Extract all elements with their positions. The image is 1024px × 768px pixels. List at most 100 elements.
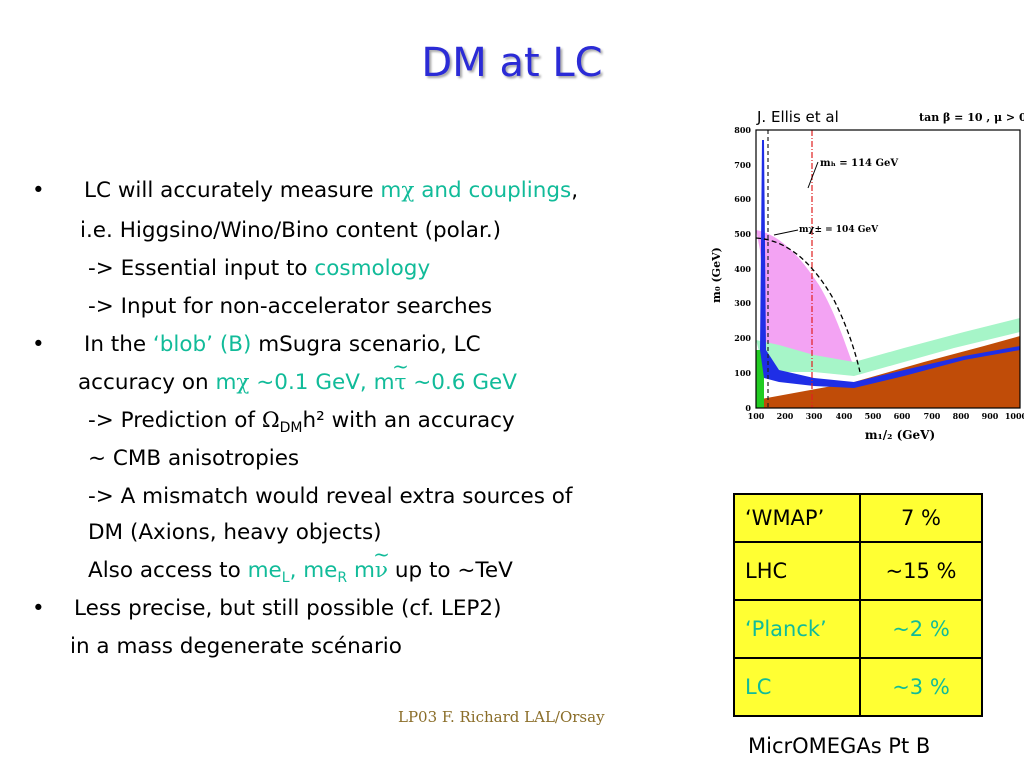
table-row: ‘Planck’ ~2 % [733, 599, 983, 659]
y-tick-label: 0 [745, 403, 751, 413]
text-line-12: Less precise, but still possible (cf. LE… [74, 596, 502, 621]
y-tick-label: 800 [734, 125, 751, 135]
text-segment: -> Prediction of [88, 408, 262, 433]
green-region [756, 318, 1020, 376]
text-segment: accuracy on [78, 370, 216, 395]
omega-symbol: Ω [261, 408, 280, 433]
parameter-space-plot: 800 700 600 500 400 300 200 100 0 100 20… [710, 111, 1024, 442]
table-cell-label: LHC [733, 541, 861, 601]
text-highlight: m [380, 178, 402, 203]
table-row: LC ~3 % [733, 657, 983, 717]
tilde-mark: ~ [373, 542, 390, 566]
text-highlight: ~0.6 GeV [406, 370, 517, 395]
table-caption: MicrOMEGAs Pt B [748, 734, 931, 758]
nu-letter: ν [374, 558, 388, 583]
lep-excluded-strip [756, 350, 764, 408]
x-tick-label: 300 [806, 411, 823, 421]
text-highlight: ‘blob’ (B) [152, 332, 252, 357]
x-tick-label: 900 [982, 411, 999, 421]
tilde-mark: ~ [392, 354, 409, 378]
text-line-3: -> Essential input to cosmology [88, 250, 430, 288]
y-tick-label: 100 [734, 368, 751, 378]
x-axis-label: m₁/₂ (GeV) [865, 428, 935, 442]
text-line-6: accuracy on mχ ~0.1 GeV, mτ ~ ~0.6 GeV [78, 354, 517, 402]
mchi-label: mχ± = 104 GeV [799, 225, 879, 235]
y-tick-label: 300 [734, 298, 751, 308]
text-segment: , [571, 178, 579, 203]
y-tick-label: 200 [734, 333, 751, 343]
text-line-1: LC will accurately measure mχ and coupli… [84, 172, 578, 210]
table-cell-value: ~3 % [859, 657, 983, 717]
x-tick-label: 500 [865, 411, 882, 421]
plot-frame [755, 129, 1021, 409]
text-highlight: me [247, 558, 282, 583]
y-tick-label: 500 [734, 229, 751, 239]
text-line-4: -> Input for non-accelerator searches [88, 294, 493, 319]
y-tick-label: 600 [734, 194, 751, 204]
table-row: ‘WMAP’ 7 % [733, 493, 983, 543]
text-highlight: cosmology [314, 256, 431, 281]
y-axis-label: m₀ (GeV) [710, 247, 723, 303]
plot-header: tan β = 10 , μ > 0 [919, 111, 1024, 124]
table-cell-label: LC [733, 657, 861, 717]
table-cell-label: ‘Planck’ [733, 599, 861, 659]
bullet-marker: • [32, 178, 45, 203]
x-tick-label: 400 [836, 411, 853, 421]
mh-arrow [807, 161, 819, 189]
y-tick-label: 400 [734, 264, 751, 274]
x-tick-label: 200 [777, 411, 794, 421]
text-line-13: in a mass degenerate scénario [70, 634, 402, 659]
x-tick-label: 600 [894, 411, 911, 421]
text-segment: mSugra scenario, LC [251, 332, 481, 357]
subscript: L [281, 570, 290, 586]
x-tick-label: 100 [748, 411, 765, 421]
text-line-11: Also access to meL, meR mν ~ up to ~TeV [88, 542, 513, 593]
tau-symbol: τ ~ [392, 354, 409, 402]
subscript: DM [279, 420, 303, 436]
accuracy-table: ‘WMAP’ 7 % LHC ~15 % ‘Planck’ ~2 % LC ~3… [733, 493, 983, 717]
slide-title: DM at LC [421, 40, 603, 86]
bullet-marker: • [32, 332, 45, 357]
mh-label: mₕ = 114 GeV [820, 158, 898, 169]
text-segment: Also access to [88, 558, 248, 583]
table-row: LHC ~15 % [733, 541, 983, 601]
text-highlight: , me [289, 558, 338, 583]
table-cell-label: ‘WMAP’ [733, 493, 861, 543]
tau-letter: τ [394, 370, 407, 395]
text-line-5: In the ‘blob’ (B) mSugra scenario, LC [84, 326, 481, 364]
mchi-arrow [773, 229, 799, 236]
text-line-9: -> A mismatch would reveal extra sources… [88, 484, 573, 509]
text-line-8: ~ CMB anisotropies [88, 446, 300, 471]
text-highlight: and couplings [414, 178, 572, 203]
text-segment: up to ~TeV [388, 558, 513, 583]
text-segment: In the [84, 332, 153, 357]
boundary-curve [755, 237, 861, 373]
text-line-2: i.e. Higgsino/Wino/Bino content (polar.) [80, 218, 502, 243]
text-segment: h² with an accuracy [302, 408, 515, 433]
chi-symbol: χ [401, 178, 415, 203]
text-line-10: DM (Axions, heavy objects) [88, 520, 382, 545]
table-cell-value: 7 % [859, 493, 983, 543]
text-highlight: ~0.1 GeV, m [249, 370, 395, 395]
slide-footer: LP03 F. Richard LAL/Orsay [398, 708, 605, 726]
nu-symbol: ν ~ [373, 542, 390, 590]
chi-symbol: χ [236, 370, 250, 395]
plot-credit: J. Ellis et al [757, 108, 839, 126]
text-line-7: -> Prediction of ΩDMh² with an accuracy [88, 402, 515, 443]
x-tick-label: 700 [924, 411, 941, 421]
text-segment: LC will accurately measure [84, 178, 381, 203]
brown-region [756, 336, 1020, 408]
table-cell-value: ~15 % [859, 541, 983, 601]
y-tick-label: 700 [734, 160, 751, 170]
bullet-marker: • [32, 596, 45, 621]
x-tick-label: 800 [953, 411, 970, 421]
subscript: R [337, 570, 348, 586]
table-cell-value: ~2 % [859, 599, 983, 659]
y-tick-labels: 800 700 600 500 400 300 200 100 0 [734, 125, 751, 413]
text-segment: -> Essential input to [88, 256, 315, 281]
pink-region [756, 230, 852, 362]
text-highlight: m [215, 370, 237, 395]
text-highlight: m [347, 558, 375, 583]
